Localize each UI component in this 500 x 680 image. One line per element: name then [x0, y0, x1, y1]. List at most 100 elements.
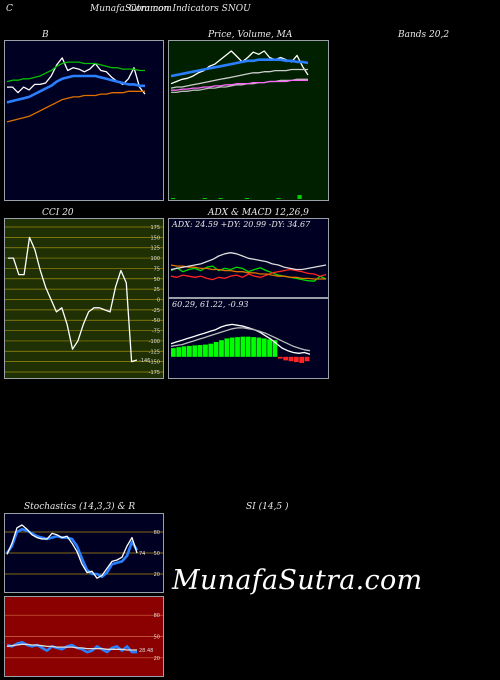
series-line	[170, 58, 309, 78]
macd-histogram-bar	[213, 341, 219, 357]
cci-chart: 175 150 125 100 75 50 25 0 -25 -50 -75 -100 -125 -150…	[5, 219, 163, 378]
y-tick-label: 0	[157, 298, 160, 304]
macd-histogram-bar	[283, 356, 289, 361]
macd-histogram-bar	[272, 340, 278, 357]
series-line	[6, 643, 137, 651]
macd-histogram-bar	[293, 356, 299, 363]
y-tick-label: 50	[154, 277, 160, 283]
macd-histogram-bar	[245, 336, 251, 357]
macd-histogram-bar	[208, 343, 214, 357]
series-line	[171, 79, 308, 91]
macd-histogram-bar	[299, 356, 305, 363]
macd-histogram-bar	[197, 345, 203, 357]
volume-bar	[244, 198, 249, 199]
y-tick-label: -150	[149, 360, 160, 366]
y-tick-label: 20	[154, 656, 160, 662]
macd-panel: 60.29, 61.22, -0.93	[168, 298, 329, 379]
current-value-label: 28.48	[139, 648, 153, 654]
volume-bar	[218, 198, 223, 199]
y-tick-label: -50	[152, 318, 160, 324]
series-line	[171, 78, 308, 94]
macd-histogram-bar	[240, 336, 246, 357]
series-line	[170, 68, 308, 89]
volume-bar	[202, 198, 207, 199]
series-line	[170, 252, 327, 271]
bands-label: Bands 20,2	[398, 30, 450, 40]
rsi-panel: 80 50 20 28.48	[4, 596, 164, 677]
y-tick-label: 125	[150, 246, 160, 252]
macd-histogram-bar	[192, 345, 198, 357]
series-line	[170, 264, 326, 280]
y-tick-label: -125	[149, 349, 160, 355]
adx-chart	[169, 219, 328, 297]
y-tick-label: 50	[154, 635, 160, 641]
y-tick-label: 100	[150, 256, 160, 262]
adx-panel: ADX: 24.59 +DY: 20.99 -DY: 34.67	[168, 218, 329, 298]
y-tick-label: 25	[154, 287, 160, 293]
cci-panel: 175 150 125 100 75 50 25 0 -25 -50 -75 -100 -125 -150…	[4, 218, 164, 379]
macd-histogram-bar	[176, 347, 182, 357]
series-line	[170, 265, 327, 282]
macd-histogram-bar	[267, 339, 272, 357]
volume-bar	[171, 198, 176, 199]
series-line	[6, 640, 137, 654]
plot-background	[5, 41, 163, 200]
y-tick-label: -75	[152, 329, 160, 335]
stochastics-chart: 80 50 20 74	[5, 514, 163, 592]
macd-histogram-bar	[181, 346, 187, 357]
plot-background	[169, 41, 328, 200]
macd-histogram-bar	[235, 337, 240, 357]
macd-histogram-bar	[304, 356, 310, 362]
price-ma-title: Price, Volume, MA	[208, 30, 293, 40]
macd-histogram-bar	[288, 356, 294, 362]
y-tick-label: -175	[149, 370, 160, 376]
macd-readout: 60.29, 61.22, -0.93	[172, 300, 249, 309]
macd-histogram-bar	[277, 356, 283, 359]
cci-title: CCI 20	[42, 208, 74, 218]
macd-histogram-bar	[187, 345, 192, 357]
y-tick-label: 175	[150, 225, 160, 231]
series-line	[6, 90, 145, 123]
macd-histogram-bar	[261, 338, 267, 357]
macd-histogram-bar	[224, 338, 230, 357]
macd-histogram-bar	[171, 348, 176, 357]
bollinger-panel	[4, 40, 164, 201]
series-line	[170, 323, 311, 355]
y-tick-label: 80	[154, 613, 160, 619]
series-line	[8, 236, 138, 363]
macd-histogram-bar	[256, 337, 262, 357]
series-line	[170, 327, 311, 352]
series-line	[6, 524, 138, 579]
adx-title: ADX & MACD 12,26,9	[208, 208, 309, 218]
macd-chart	[169, 299, 328, 378]
bollinger-title: B	[42, 30, 49, 40]
y-tick-label: 20	[154, 572, 160, 578]
y-tick-label: -25	[152, 308, 160, 314]
y-tick-label: 150	[150, 235, 160, 241]
series-line	[170, 268, 327, 281]
price-ma-panel	[168, 40, 329, 201]
volume-bar	[276, 198, 281, 199]
stochastics-panel: 80 50 20 74	[4, 513, 164, 593]
current-value-label: -146	[139, 358, 150, 364]
price-ma-chart	[169, 41, 328, 200]
y-tick-label: -100	[149, 339, 160, 345]
rsi-title: SI (14,5 )	[246, 502, 289, 512]
header-left-char: C	[6, 4, 13, 14]
bollinger-chart	[5, 41, 163, 200]
y-tick-label: 80	[154, 530, 160, 536]
y-tick-label: 50	[154, 551, 160, 557]
watermark: MunafaSutra.com	[172, 565, 423, 596]
subtitle-label: Common Indicators SNOU	[129, 4, 251, 14]
macd-histogram-bar	[219, 340, 224, 357]
macd-histogram-bar	[251, 337, 256, 357]
adx-readout: ADX: 24.59 +DY: 20.99 -DY: 34.67	[172, 220, 311, 229]
volume-bar	[297, 195, 302, 199]
stochastics-title: Stochastics (14,3,3) & R	[24, 502, 136, 512]
series-line	[6, 61, 145, 83]
current-value-label: 74	[139, 551, 145, 557]
site-label: MunafaSutra.com	[90, 4, 172, 14]
macd-histogram-bar	[229, 337, 235, 357]
y-tick-label: 75	[154, 266, 160, 272]
